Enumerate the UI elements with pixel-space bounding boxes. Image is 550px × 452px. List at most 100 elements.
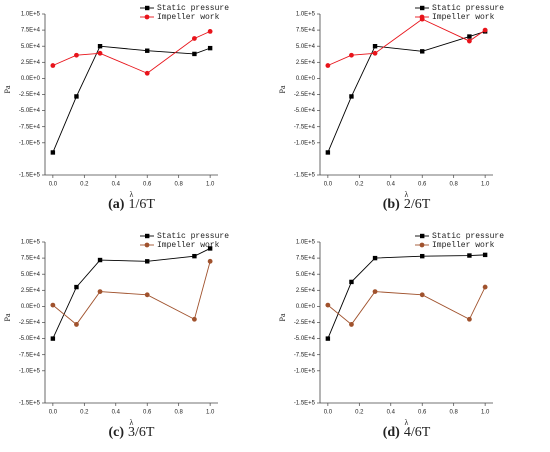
marker [97, 50, 103, 56]
x-tick-label: 0.2 [80, 410, 89, 416]
legend-label: Static pressure [432, 232, 504, 241]
marker [467, 38, 472, 44]
marker [192, 51, 197, 57]
marker [50, 336, 56, 341]
marker [192, 253, 197, 259]
y-tick-label: -5.0E+4 [19, 108, 41, 114]
y-tick-label: -1.0E+5 [294, 368, 316, 374]
y-tick-label: -2.5E+4 [19, 320, 41, 326]
x-tick-label: 1.0 [206, 410, 215, 416]
series-line [327, 254, 486, 339]
x-tick-label: 0.0 [324, 182, 333, 188]
marker [349, 279, 354, 285]
y-tick-label: -1.0E+5 [19, 140, 41, 146]
y-tick-label: 7.5E+4 [296, 256, 316, 262]
legend-marker [419, 14, 425, 20]
panel: 1.0E+5 7.5E+4 5.0E+4 2.5E+4 0.0E+0 -2.5E+4 -5.… [278, 232, 504, 440]
x-tick-label: 0.6 [418, 182, 427, 188]
marker [372, 44, 378, 49]
y-tick-label: 0.0E+0 [296, 304, 316, 310]
x-axis-label: λ [405, 418, 409, 427]
y-tick-label: 7.5E+4 [21, 256, 41, 262]
x-tick-label: 0.0 [49, 182, 58, 188]
y-tick-label: -1.5E+5 [19, 173, 41, 179]
y-tick-label: -1.0E+5 [294, 140, 316, 146]
caption-label: (a) [108, 197, 125, 212]
y-tick-label: -5.0E+4 [294, 336, 316, 342]
marker [97, 257, 103, 263]
y-tick-label: 1.0E+5 [21, 240, 41, 246]
x-tick-label: 0.6 [143, 410, 152, 416]
marker [144, 292, 150, 298]
marker [372, 50, 378, 56]
y-tick-label: 5.0E+4 [296, 272, 316, 278]
legend-marker [419, 242, 425, 248]
marker [467, 316, 472, 322]
y-tick-label: -7.5E+4 [19, 352, 41, 358]
marker [467, 34, 472, 39]
x-tick-label: 0.8 [175, 410, 184, 416]
marker [325, 63, 331, 68]
y-tick-label: 0.0E+0 [296, 76, 316, 82]
panel: 1.0E+5 7.5E+4 5.0E+4 2.5E+4 0.0E+0 -2.5E+4 -5.… [3, 232, 229, 440]
caption: (b) 2/6T [383, 197, 431, 212]
marker [207, 45, 213, 51]
caption-text: 4/6T [404, 425, 431, 440]
marker [372, 289, 378, 294]
marker [74, 52, 79, 58]
legend-label: Impeller work [157, 13, 220, 22]
marker [467, 253, 472, 258]
caption: (c) 3/6T [109, 425, 155, 440]
y-tick-label: 7.5E+4 [296, 28, 316, 34]
marker [145, 259, 150, 264]
y-tick-label: -1.0E+5 [19, 368, 41, 374]
marker [207, 246, 213, 251]
legend-marker [144, 242, 150, 248]
series-line [52, 261, 211, 326]
marker [207, 258, 213, 264]
y-axis-label: Pa [278, 85, 287, 93]
y-tick-label: -7.5E+4 [294, 352, 316, 358]
y-tick-label: 1.0E+5 [21, 12, 41, 18]
marker [482, 252, 488, 258]
marker [325, 150, 331, 155]
marker [50, 63, 56, 68]
legend-label: Static pressure [157, 232, 229, 241]
legend-label: Impeller work [432, 13, 495, 22]
x-tick-label: 0.8 [450, 410, 459, 416]
marker [482, 284, 488, 290]
y-tick-label: 2.5E+4 [296, 60, 316, 66]
x-axis-label: λ [130, 418, 134, 427]
y-tick-label: -2.5E+4 [294, 320, 316, 326]
caption-label: (d) [383, 425, 400, 440]
x-tick-label: 1.0 [206, 182, 215, 188]
caption-text: 1/6T [128, 197, 155, 212]
y-tick-label: -1.5E+5 [294, 173, 316, 179]
legend-label: Static pressure [432, 4, 504, 13]
marker [74, 284, 79, 290]
y-tick-label: 0.0E+0 [21, 304, 41, 310]
legend-marker [420, 5, 425, 11]
marker [372, 255, 378, 261]
marker [325, 302, 331, 308]
x-tick-label: 0.0 [49, 410, 58, 416]
y-tick-label: 0.0E+0 [21, 76, 41, 82]
marker [144, 70, 150, 76]
y-tick-label: -7.5E+4 [294, 124, 316, 130]
y-tick-label: 2.5E+4 [21, 60, 41, 66]
series-line [327, 30, 486, 153]
x-tick-label: 0.2 [355, 182, 364, 188]
panel: 1.0E+5 7.5E+4 5.0E+4 2.5E+4 0.0E+0 -2.5E+4 -5.… [3, 4, 229, 212]
marker [74, 322, 79, 327]
marker [97, 44, 103, 49]
series-line [52, 45, 211, 153]
y-tick-label: 5.0E+4 [21, 272, 41, 278]
x-tick-label: 1.0 [481, 410, 490, 416]
legend-label: Static pressure [157, 4, 229, 13]
x-tick-label: 0.2 [355, 410, 364, 416]
x-tick-label: 0.8 [175, 182, 184, 188]
marker [192, 316, 197, 322]
marker [192, 36, 197, 41]
series-line [52, 248, 211, 339]
